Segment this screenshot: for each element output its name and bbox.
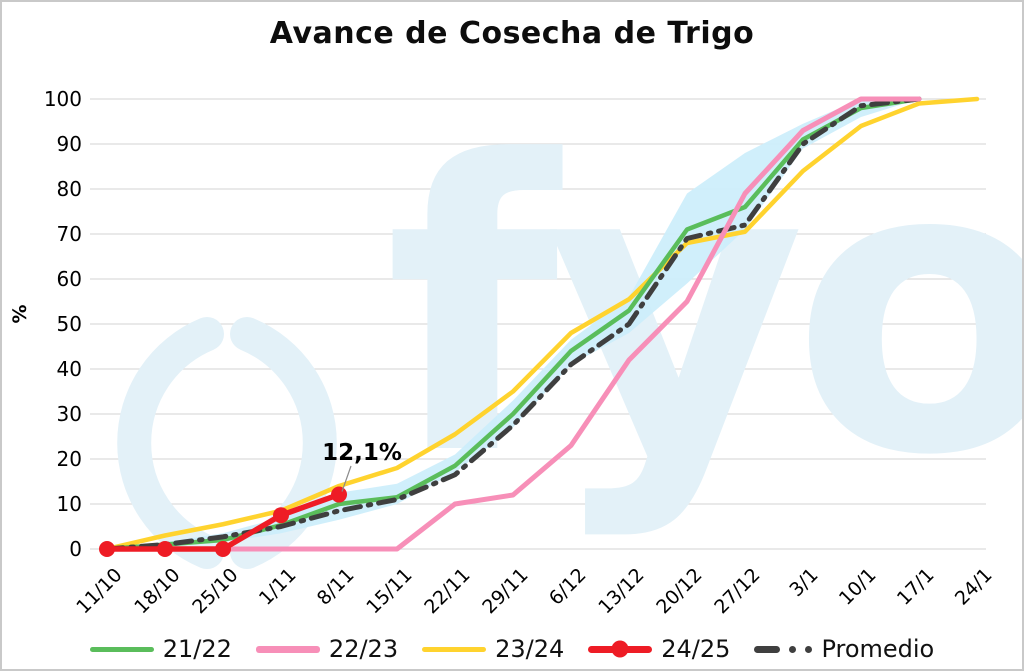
legend-item-22-23: 22/23 — [255, 635, 399, 663]
svg-text:11/10: 11/10 — [72, 564, 126, 618]
svg-text:30: 30 — [57, 402, 82, 426]
svg-text:22/11: 22/11 — [420, 564, 474, 618]
legend-label-24-25: 24/25 — [661, 635, 731, 663]
svg-text:3/1: 3/1 — [785, 564, 822, 601]
svg-text:27/12: 27/12 — [710, 564, 764, 618]
svg-text:10/1: 10/1 — [835, 564, 881, 610]
svg-text:8/11: 8/11 — [313, 564, 359, 610]
legend-label-21-22: 21/22 — [162, 635, 232, 663]
svg-text:20: 20 — [57, 447, 82, 471]
legend-label-23-24: 23/24 — [495, 635, 565, 663]
legend-swatch-24-25-icon — [588, 640, 653, 658]
svg-text:60: 60 — [57, 267, 82, 291]
svg-text:6/12: 6/12 — [545, 564, 591, 610]
svg-text:1/11: 1/11 — [255, 564, 301, 610]
svg-text:100: 100 — [44, 87, 82, 111]
svg-text:40: 40 — [57, 357, 82, 381]
svg-text:29/11: 29/11 — [478, 564, 532, 618]
svg-text:90: 90 — [57, 132, 82, 156]
svg-text:80: 80 — [57, 177, 82, 201]
svg-text:0: 0 — [69, 537, 82, 561]
svg-text:18/10: 18/10 — [130, 564, 184, 618]
legend-swatch-promedio-icon — [754, 645, 813, 653]
svg-text:15/11: 15/11 — [362, 564, 416, 618]
svg-text:12,1%: 12,1% — [322, 440, 402, 466]
legend-item-promedio: Promedio — [754, 635, 934, 663]
legend-marker-dot-icon — [611, 640, 629, 658]
svg-text:70: 70 — [57, 222, 82, 246]
legend-swatch-22-23-icon — [255, 645, 320, 653]
legend-label-22-23: 22/23 — [328, 635, 399, 663]
svg-text:17/1: 17/1 — [893, 564, 939, 610]
chart-title: Avance de Cosecha de Trigo — [269, 16, 755, 51]
legend-item-24-25: 24/25 — [588, 635, 730, 663]
svg-text:25/10: 25/10 — [188, 564, 242, 618]
svg-text:13/12: 13/12 — [594, 564, 648, 618]
legend: 21/22 22/23 23/24 24/25 Promedio — [2, 635, 1022, 663]
svg-text:50: 50 — [57, 312, 82, 336]
legend-label-promedio: Promedio — [821, 635, 935, 663]
svg-text:24/1: 24/1 — [951, 564, 997, 610]
svg-text:20/12: 20/12 — [652, 564, 706, 618]
legend-swatch-23-24-icon — [422, 646, 487, 652]
legend-item-21-22: 21/22 — [89, 635, 232, 663]
legend-item-23-24: 23/24 — [422, 635, 564, 663]
legend-swatch-21-22-icon — [89, 646, 154, 652]
svg-text:%: % — [9, 304, 31, 323]
svg-text:fyo: fyo — [385, 78, 1024, 543]
svg-text:10: 10 — [57, 492, 82, 516]
